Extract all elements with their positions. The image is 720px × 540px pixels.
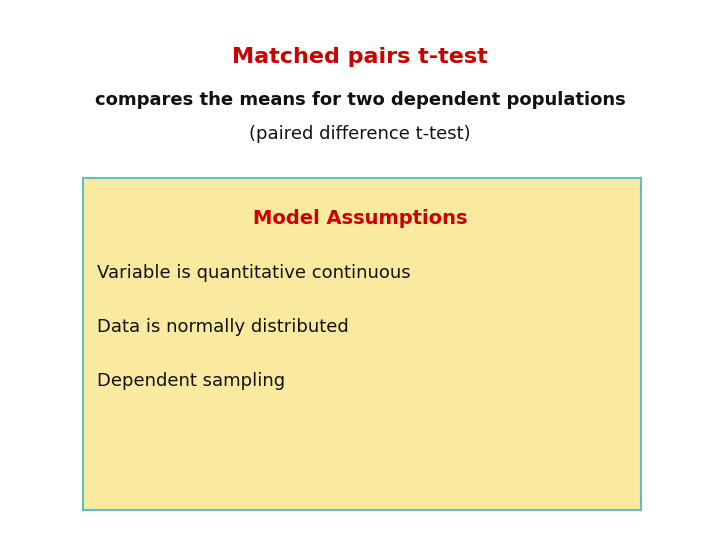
Text: Data is normally distributed: Data is normally distributed <box>97 318 349 336</box>
Text: Model Assumptions: Model Assumptions <box>253 209 467 228</box>
Text: Dependent sampling: Dependent sampling <box>97 372 285 390</box>
FancyBboxPatch shape <box>83 178 641 510</box>
Text: Variable is quantitative continuous: Variable is quantitative continuous <box>97 264 411 282</box>
Text: (paired difference t-test): (paired difference t-test) <box>249 125 471 143</box>
Text: Matched pairs t-test: Matched pairs t-test <box>232 46 488 67</box>
Text: compares the means for two dependent populations: compares the means for two dependent pop… <box>94 91 626 109</box>
